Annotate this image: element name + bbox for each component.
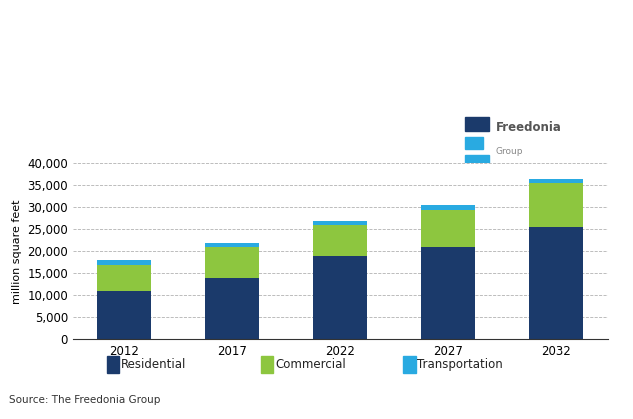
Bar: [313, 225, 367, 256]
Text: Transportation: Transportation: [417, 358, 503, 371]
Text: Commercial: Commercial: [275, 358, 346, 371]
Bar: [97, 260, 151, 265]
Bar: [205, 278, 259, 339]
Bar: [313, 221, 367, 225]
Y-axis label: million square feet: million square feet: [11, 199, 22, 304]
Text: Figure 3-3.
Flooring Demand by Market,
2012, 2017, 2022, 2027, & 2032
(million s: Figure 3-3. Flooring Demand by Market, 2…: [8, 8, 213, 61]
Text: Freedonia: Freedonia: [496, 121, 561, 134]
Bar: [422, 205, 475, 210]
Bar: [465, 155, 489, 166]
Bar: [465, 137, 483, 149]
Bar: [529, 183, 584, 227]
Bar: [205, 243, 259, 247]
Bar: [403, 356, 416, 373]
Bar: [529, 227, 584, 339]
Bar: [313, 256, 367, 339]
Bar: [205, 247, 259, 278]
Text: Group: Group: [496, 147, 523, 156]
Bar: [422, 210, 475, 247]
Bar: [465, 116, 489, 131]
Bar: [107, 356, 120, 373]
Bar: [261, 356, 273, 373]
Text: Residential: Residential: [121, 358, 187, 371]
Bar: [97, 291, 151, 339]
Bar: [529, 179, 584, 183]
Bar: [97, 265, 151, 291]
Text: Source: The Freedonia Group: Source: The Freedonia Group: [9, 395, 161, 405]
Bar: [422, 247, 475, 339]
